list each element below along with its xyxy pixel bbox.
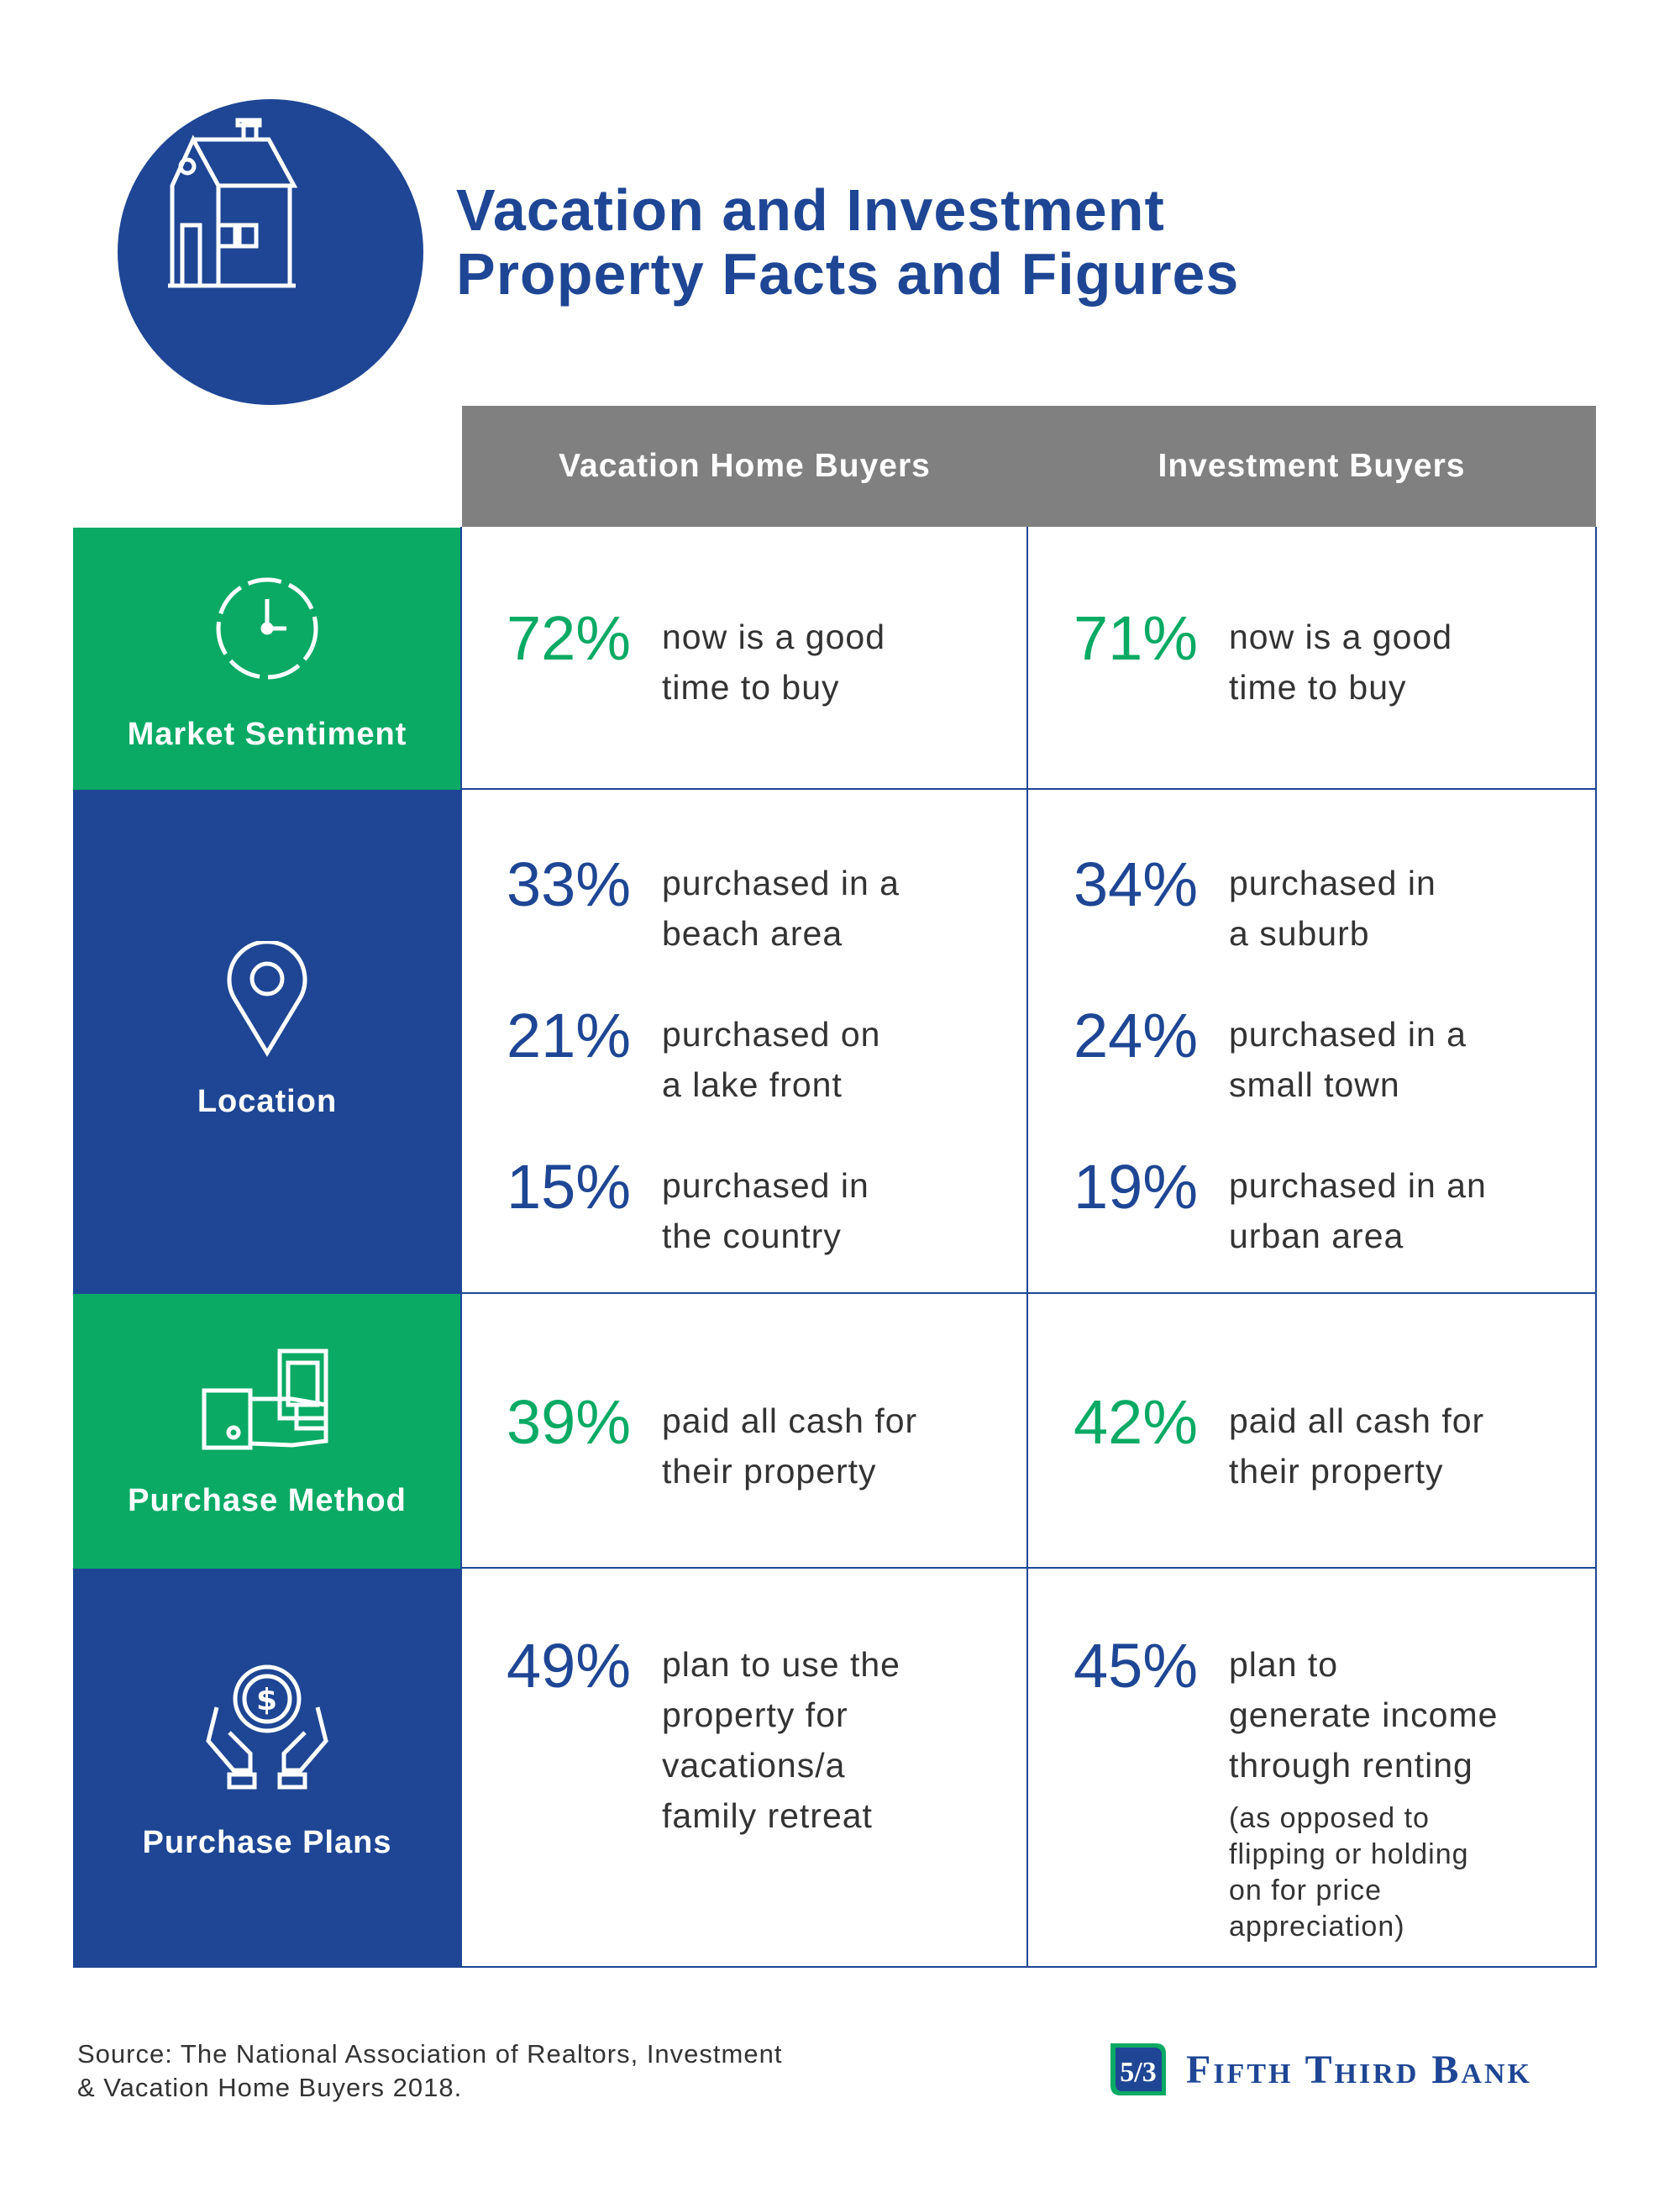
desc: a suburb	[1229, 914, 1370, 953]
desc: generate income	[1229, 1696, 1499, 1734]
desc: through renting	[1229, 1746, 1473, 1785]
percent: 45%	[1074, 1631, 1199, 1701]
clock-icon	[216, 577, 318, 680]
stat-vacation-location-1: 33% purchased in a beach area	[507, 851, 900, 959]
percent: 15%	[507, 1152, 632, 1222]
cell-investment-sentiment	[1026, 527, 1597, 790]
house-badge	[118, 99, 423, 405]
cash-hand-icon	[202, 1349, 328, 1450]
percent: 33%	[507, 849, 632, 919]
category-label: Purchase Method	[128, 1483, 407, 1518]
desc: time to buy	[1229, 668, 1407, 707]
desc: beach area	[662, 914, 843, 953]
title-line-1: Vacation and Investment	[456, 177, 1165, 243]
hands-coin-icon: $	[206, 1664, 328, 1790]
fifth-third-mark-icon: 5/3	[1110, 2043, 1166, 2095]
column-header-investment: Investment Buyers	[1158, 448, 1466, 484]
note-line: on for price	[1229, 1874, 1383, 1906]
title-line-2: Property Facts and Figures	[456, 241, 1240, 307]
stat-investment-sentiment: 71% now is a good time to buy	[1074, 605, 1452, 712]
column-header-vacation: Vacation Home Buyers	[559, 448, 931, 484]
desc: purchased in an	[1229, 1166, 1487, 1205]
stat-vacation-location-2: 21% purchased on a lake front	[507, 1002, 880, 1110]
desc: plan to use the	[662, 1645, 900, 1684]
category-purchase-plans: $ Purchase Plans	[73, 1569, 461, 1968]
footnote: (as opposed to flipping or holding on for …	[1229, 1801, 1498, 1945]
desc: paid all cash for	[662, 1401, 918, 1440]
desc: plan to	[1229, 1645, 1339, 1684]
category-location: Location	[73, 790, 461, 1294]
stat-investment-plans: 45% plan to generate income through renting…	[1074, 1633, 1498, 1945]
fifth-third-logo: 5/3 Fifth Third Bank	[1109, 2042, 1532, 2097]
stat-vacation-plans: 49% plan to use the property for vacations/…	[507, 1633, 900, 1841]
cell-investment-plans	[1026, 1569, 1597, 1968]
desc: purchased on	[662, 1015, 881, 1054]
desc: a lake front	[662, 1065, 843, 1104]
stat-vacation-method: 39% paid all cash for their property	[507, 1389, 917, 1496]
desc: the country	[662, 1217, 842, 1255]
desc: purchased in a	[1229, 1015, 1467, 1054]
percent: 71%	[1074, 603, 1199, 673]
stat-vacation-sentiment: 72% now is a good time to buy	[507, 605, 885, 712]
stat-vacation-location-3: 15% purchased in the country	[507, 1154, 869, 1261]
desc: their property	[1229, 1452, 1444, 1491]
percent: 34%	[1074, 849, 1199, 919]
cell-investment-location	[1026, 790, 1597, 1294]
category-purchase-method: Purchase Method	[73, 1294, 461, 1569]
percent: 42%	[1074, 1387, 1199, 1457]
page-title: Vacation and Investment Property Facts a…	[456, 178, 1239, 306]
cell-investment-method	[1026, 1294, 1597, 1569]
category-market-sentiment: Market Sentiment	[73, 528, 461, 790]
stat-investment-location-1: 34% purchased in a suburb	[1074, 851, 1436, 959]
note-line: flipping or holding	[1229, 1838, 1469, 1870]
house-icon	[168, 118, 298, 288]
category-label: Market Sentiment	[127, 717, 407, 752]
percent: 24%	[1074, 1001, 1199, 1070]
table-left-border	[460, 527, 462, 1968]
stat-investment-method: 42% paid all cash for their property	[1074, 1389, 1484, 1496]
desc: purchased in	[1229, 864, 1436, 902]
desc: property for	[662, 1696, 848, 1734]
desc: now is a good	[1229, 618, 1453, 656]
note-line: (as opposed to	[1229, 1802, 1430, 1834]
percent: 49%	[507, 1631, 632, 1701]
source-citation: Source: The National Association of Real…	[77, 2037, 782, 2105]
source-line: & Vacation Home Buyers 2018.	[77, 2073, 463, 2102]
svg-text:$: $	[256, 1683, 278, 1717]
source-line: Source: The National Association of Real…	[77, 2039, 783, 2069]
table-header: Vacation Home Buyers Investment Buyers	[462, 406, 1596, 527]
desc: paid all cash for	[1229, 1401, 1485, 1440]
desc: now is a good	[662, 618, 886, 656]
category-label: Location	[197, 1084, 338, 1119]
desc: purchased in	[662, 1166, 869, 1205]
desc: urban area	[1229, 1217, 1404, 1255]
desc: purchased in a	[662, 864, 900, 902]
svg-text:5/3: 5/3	[1120, 2057, 1156, 2088]
desc: family retreat	[662, 1796, 873, 1835]
desc: vacations/a	[662, 1746, 846, 1785]
location-pin-icon	[227, 941, 307, 1057]
desc: their property	[662, 1452, 877, 1491]
category-label: Purchase Plans	[142, 1825, 392, 1860]
desc: small town	[1229, 1065, 1400, 1104]
desc: time to buy	[662, 668, 840, 707]
note-line: appreciation)	[1229, 1911, 1405, 1943]
percent: 39%	[507, 1387, 632, 1457]
percent: 19%	[1074, 1152, 1199, 1222]
logo-text: Fifth Third Bank	[1186, 2047, 1532, 2092]
stat-investment-location-3: 19% purchased in an urban area	[1074, 1154, 1487, 1261]
percent: 72%	[507, 603, 632, 673]
stat-investment-location-2: 24% purchased in a small town	[1074, 1002, 1467, 1110]
percent: 21%	[507, 1001, 632, 1070]
